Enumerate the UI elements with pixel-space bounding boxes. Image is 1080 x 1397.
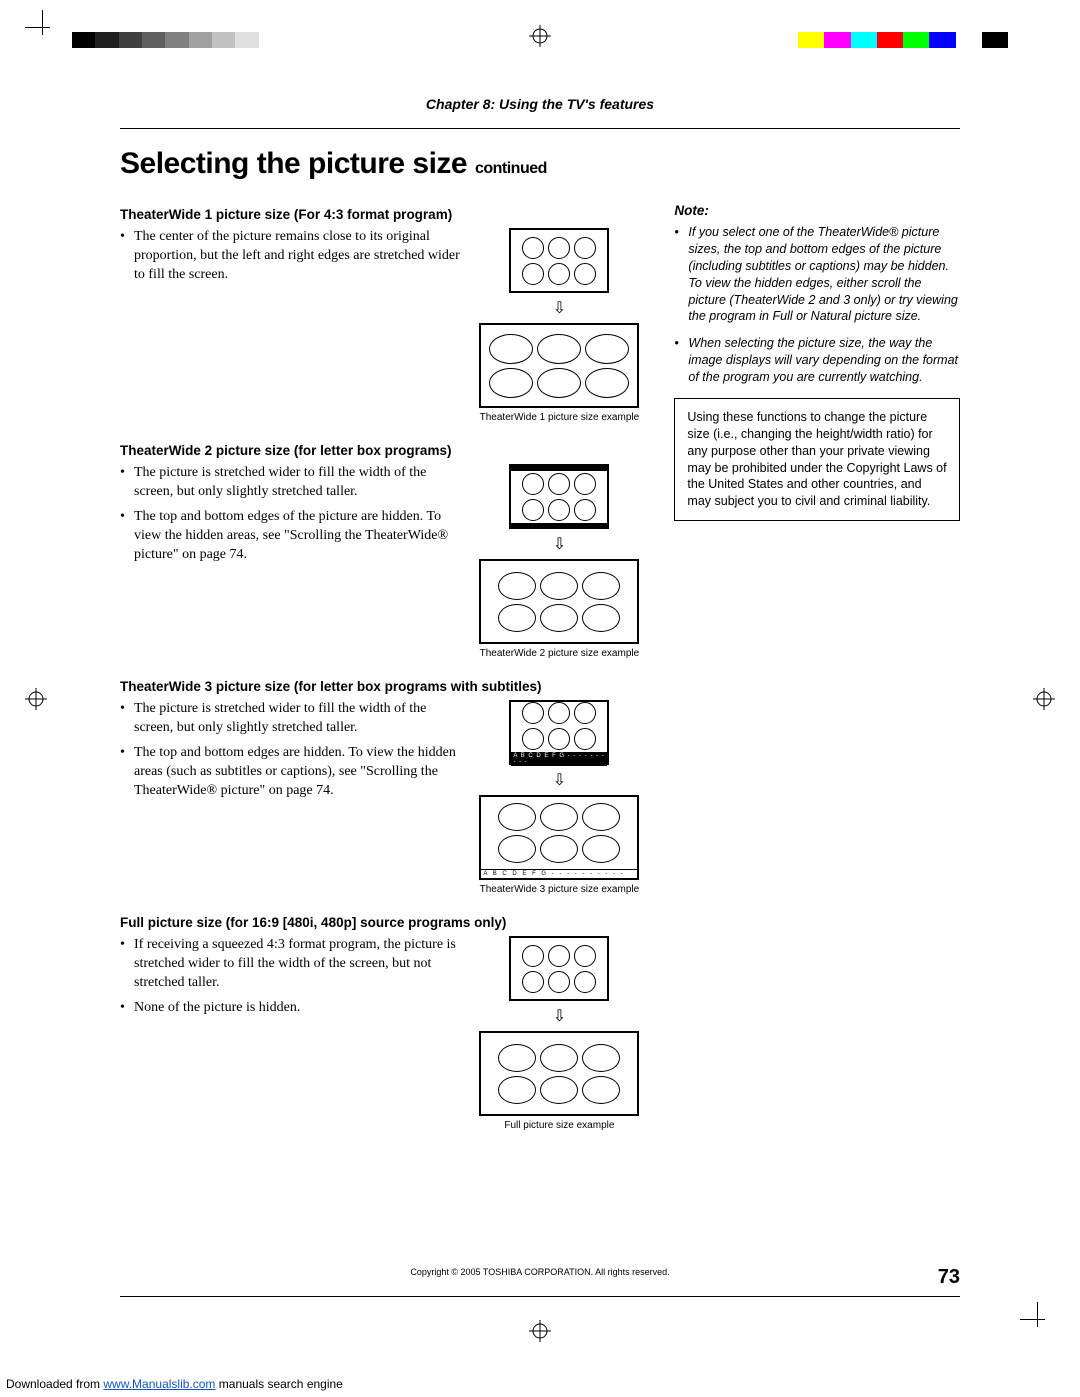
down-arrow-icon: ⇩ — [553, 298, 566, 318]
registration-mark-left — [25, 688, 47, 710]
down-arrow-icon: ⇩ — [553, 1006, 566, 1026]
title-main: Selecting the picture size — [120, 147, 467, 180]
tw1-figure: ⇩ TheaterWide 1 picture size example — [474, 228, 644, 423]
full-bullet-2: None of the picture is hidden. — [120, 999, 460, 1018]
tw3-heading: TheaterWide 3 picture size (for letter b… — [120, 679, 644, 694]
subtitle-sample-wide: A B C D E F G - - - - - - - - - - — [481, 869, 637, 878]
download-source-line: Downloaded from www.Manualslib.com manua… — [6, 1377, 343, 1391]
tw1-caption: TheaterWide 1 picture size example — [480, 412, 640, 423]
tw3-caption: TheaterWide 3 picture size example — [480, 884, 640, 895]
tw1-bullet-1: The center of the picture remains close … — [120, 228, 460, 285]
tw3-figure: A B C D E F G - - - - - - - - - - ⇩ A B … — [474, 700, 644, 895]
tw1-heading: TheaterWide 1 picture size (For 4:3 form… — [120, 207, 644, 222]
title-continued: continued — [475, 160, 547, 177]
registration-mark-bottom — [529, 1320, 551, 1342]
full-caption: Full picture size example — [504, 1120, 614, 1131]
copyright-line: Copyright © 2005 TOSHIBA CORPORATION. Al… — [0, 1267, 1080, 1277]
top-rule — [120, 128, 960, 129]
tw2-heading: TheaterWide 2 picture size (for letter b… — [120, 443, 644, 458]
tw2-bullet-1: The picture is stretched wider to fill t… — [120, 464, 460, 502]
note-1: If you select one of the TheaterWide® pi… — [674, 224, 960, 325]
tw3-bullet-1: The picture is stretched wider to fill t… — [120, 700, 460, 738]
subtitle-sample-small: A B C D E F G - - - - - - - - - - — [511, 752, 607, 766]
registration-mark-right — [1033, 688, 1055, 710]
full-figure: ⇩ Full picture size example — [474, 936, 644, 1131]
bottom-rule — [120, 1296, 960, 1297]
page-number: 73 — [938, 1266, 960, 1289]
color-calibration-bar — [72, 32, 1008, 48]
note-2: When selecting the picture size, the way… — [674, 335, 960, 386]
crop-mark-top-left — [25, 10, 60, 45]
tw2-caption: TheaterWide 2 picture size example — [480, 648, 640, 659]
chapter-heading: Chapter 8: Using the TV's features — [120, 96, 960, 118]
full-bullet-1: If receiving a squeezed 4:3 format progr… — [120, 936, 460, 993]
note-heading: Note: — [674, 203, 960, 218]
copyright-warning-box: Using these functions to change the pict… — [674, 398, 960, 521]
manualslib-link[interactable]: www.Manualslib.com — [103, 1377, 215, 1391]
full-heading: Full picture size (for 16:9 [480i, 480p]… — [120, 915, 644, 930]
crop-mark-bottom-right — [1020, 1302, 1055, 1337]
down-arrow-icon: ⇩ — [553, 770, 566, 790]
page-title: Selecting the picture size continued — [120, 147, 960, 181]
tw2-figure: ⇩ TheaterWide 2 picture size example — [474, 464, 644, 659]
down-arrow-icon: ⇩ — [553, 534, 566, 554]
tw3-bullet-2: The top and bottom edges are hidden. To … — [120, 744, 460, 801]
tw2-bullet-2: The top and bottom edges of the picture … — [120, 508, 460, 565]
